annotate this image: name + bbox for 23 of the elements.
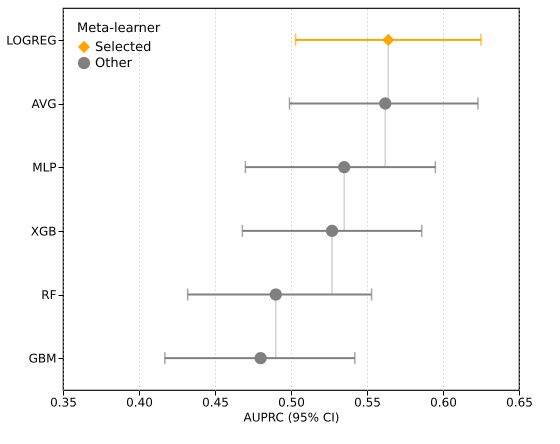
x-tick-label: 0.35 [50,396,77,410]
y-tick-label: AVG [32,97,56,111]
x-tick-label: 0.50 [278,396,305,410]
y-tick-label: XGB [30,224,56,238]
point [379,97,392,110]
point [326,224,338,237]
y-tick-label: LOGREG [6,33,56,48]
x-tick-label: 0.40 [126,396,153,410]
y-tick-label: MLP [32,160,56,175]
legend-label: Other [95,56,133,71]
x-tick-label: 0.55 [354,396,381,410]
legend-label: Selected [95,40,152,55]
x-axis-title: AUPRC (95% CI) [244,410,340,424]
x-tick-label: 0.60 [430,396,457,410]
x-tick-label: 0.45 [202,396,229,410]
legend-title: Meta-learner [77,21,161,36]
point [338,161,350,174]
point [254,352,267,364]
point [382,34,394,46]
y-tick-label: RF [41,288,57,302]
x-tick-label: 0.65 [506,396,533,410]
point [270,288,282,301]
y-tick-label: GBM [28,352,56,366]
